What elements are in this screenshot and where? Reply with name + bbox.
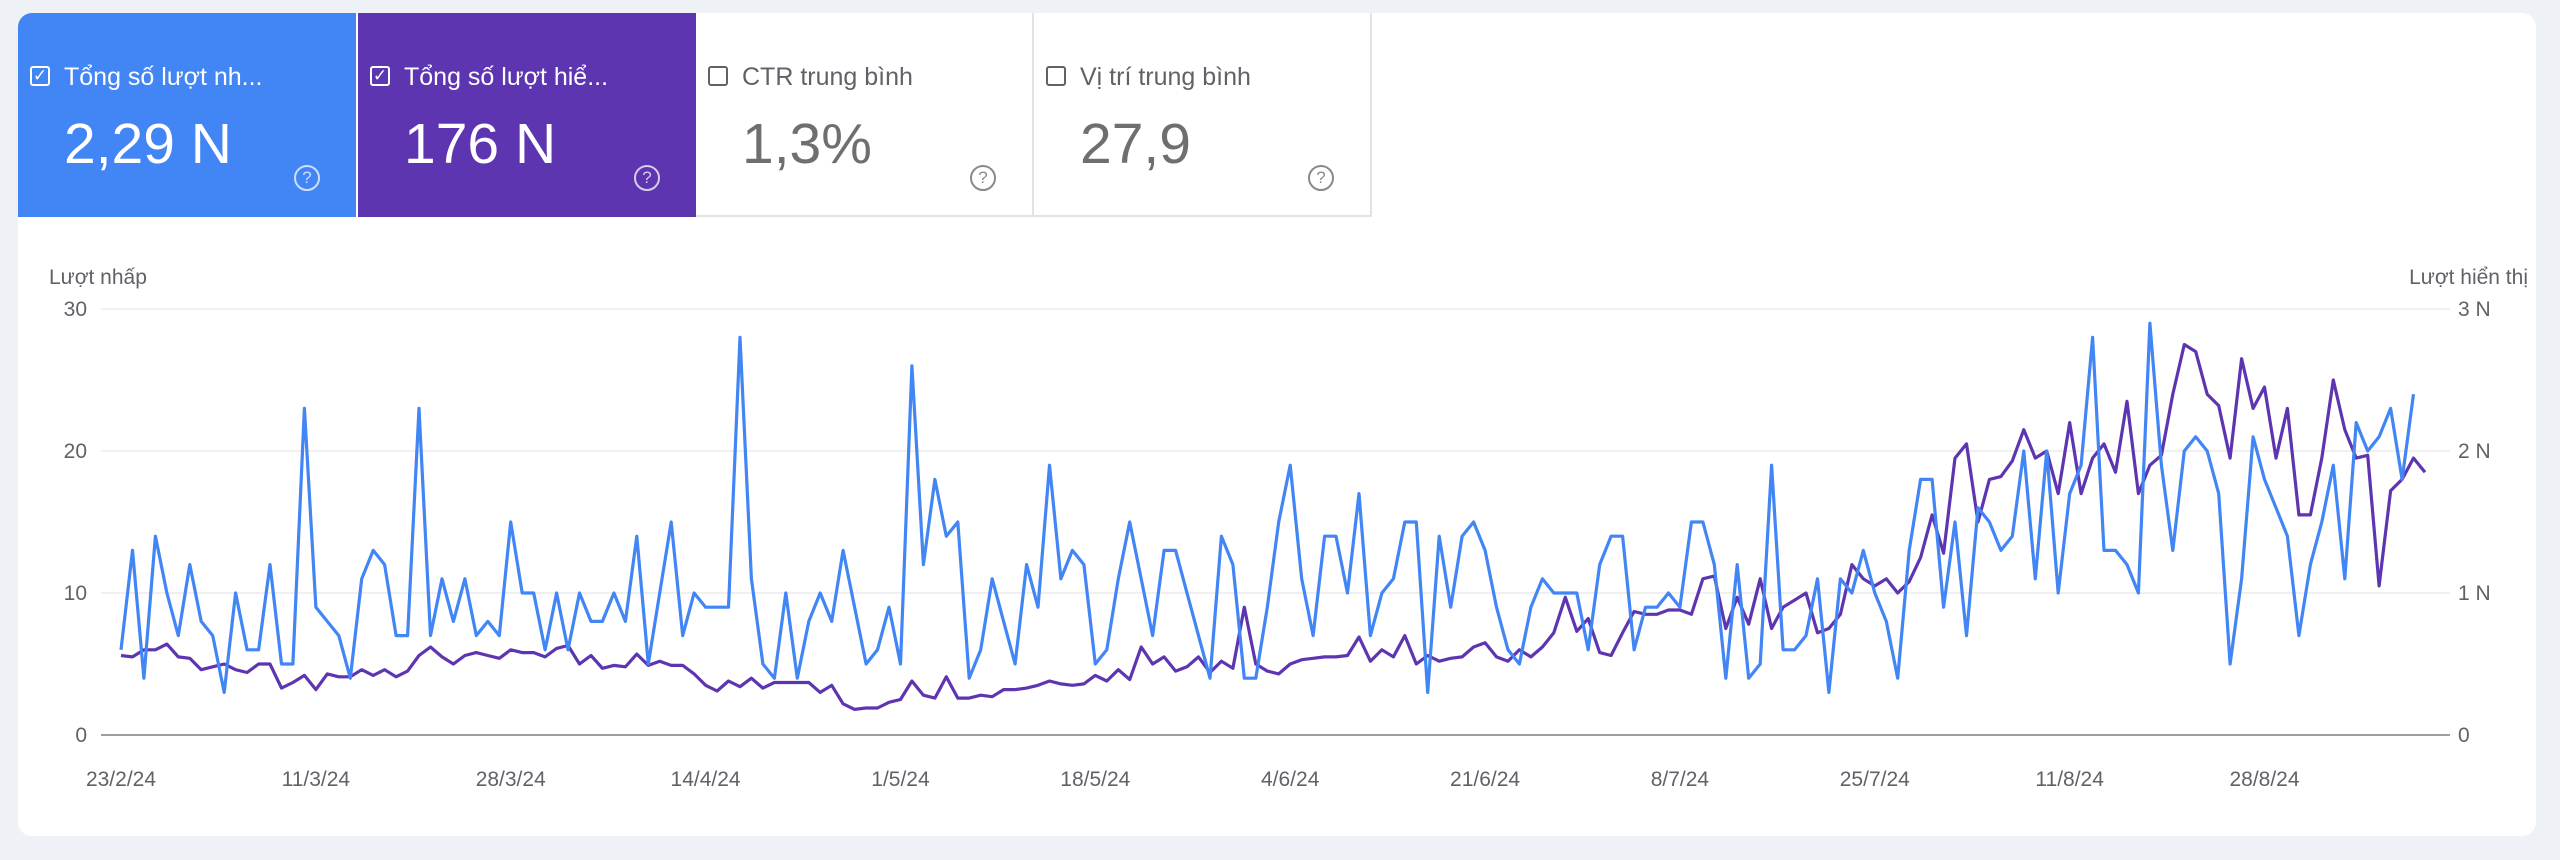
clicks-line [119,321,2416,695]
y-axis-right-title: Lượt hiển thị [2409,266,2528,289]
metric-total-clicks[interactable]: ✓ Tổng số lượt nh... 2,29 N ? [18,13,356,217]
metric-label: Tổng số lượt hiể... [404,63,609,91]
metric-average-ctr[interactable]: CTR trung bình 1,3% ? [696,13,1034,217]
y-axis-left-title: Lượt nhấp [49,266,147,289]
performance-chart: Lượt nhấp Lượt hiển thị 0 0 10 1 N 20 2 N 30 3 … [49,266,2528,791]
y-tick-right: 1 N [2458,582,2491,605]
metric-total-impressions[interactable]: ✓ Tổng số lượt hiể... 176 N ? [358,13,696,217]
y-tick-left: 20 [64,440,87,463]
x-tick-label: 23/2/24 [86,768,156,791]
x-tick-label: 28/3/24 [476,768,546,791]
x-tick-label: 14/4/24 [671,768,741,791]
help-icon[interactable]: ? [1308,165,1334,191]
y-tick-right: 0 [2458,724,2470,747]
help-icon[interactable]: ? [294,165,320,191]
metric-label: Vị trí trung bình [1080,63,1251,91]
metric-value: 176 N [404,112,557,176]
x-tick-label: 21/6/24 [1450,768,1520,791]
metric-value: 2,29 N [64,112,232,176]
x-tick-label: 8/7/24 [1651,768,1710,791]
x-tick-label: 11/8/24 [2035,768,2104,791]
help-icon[interactable]: ? [970,165,996,191]
x-tick-label: 1/5/24 [871,768,930,791]
x-tick-label: 28/8/24 [2229,768,2299,791]
impressions-line [120,342,2427,712]
metric-label: Tổng số lượt nh... [64,63,263,91]
x-tick-label: 11/3/24 [282,768,351,791]
performance-card: ✓ Tổng số lượt nh... 2,29 N ? ✓ Tổng số lư… [18,13,2536,836]
checkbox-unchecked-icon[interactable] [1046,66,1066,86]
x-tick-label: 4/6/24 [1261,768,1320,791]
y-tick-left: 10 [64,582,87,605]
checkbox-checked-icon[interactable]: ✓ [30,66,50,86]
metric-value: 27,9 [1080,112,1191,176]
checkbox-checked-icon[interactable]: ✓ [370,66,390,86]
y-tick-right: 3 N [2458,298,2491,321]
x-tick-label: 25/7/24 [1840,768,1910,791]
y-tick-left: 0 [75,724,87,747]
x-tick-label: 18/5/24 [1060,768,1130,791]
y-tick-right: 2 N [2458,440,2491,463]
metric-value: 1,3% [742,112,872,176]
help-icon[interactable]: ? [634,165,660,191]
checkbox-unchecked-icon[interactable] [708,66,728,86]
y-tick-left: 30 [64,298,87,321]
metric-label: CTR trung bình [742,63,913,91]
metric-average-position[interactable]: Vị trí trung bình 27,9 ? [1034,13,1372,217]
